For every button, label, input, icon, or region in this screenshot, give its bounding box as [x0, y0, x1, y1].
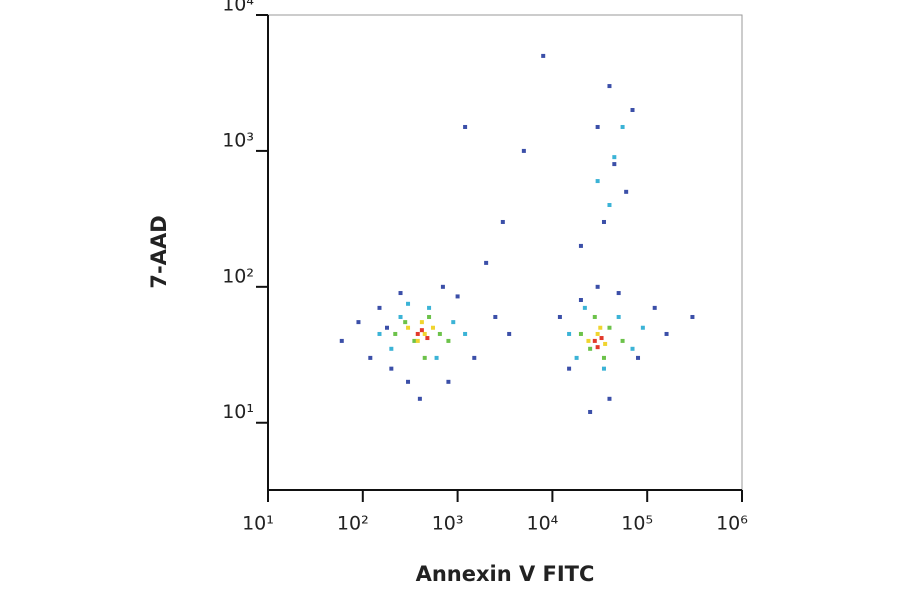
point — [406, 325, 411, 330]
point — [607, 396, 612, 401]
point — [451, 320, 456, 325]
point — [427, 314, 432, 319]
point — [415, 338, 420, 343]
point — [493, 314, 498, 319]
point — [578, 298, 583, 302]
point — [664, 331, 669, 336]
point — [624, 189, 629, 194]
point — [620, 124, 625, 129]
point — [567, 366, 572, 371]
point — [598, 325, 603, 330]
point — [592, 314, 597, 319]
point — [398, 314, 403, 319]
point — [389, 346, 394, 351]
point — [419, 328, 424, 333]
point — [339, 338, 344, 343]
point — [616, 291, 621, 296]
point — [612, 162, 617, 167]
y-tick-label: 10³ — [222, 129, 254, 151]
point — [500, 219, 505, 224]
point — [419, 320, 424, 325]
point — [417, 396, 422, 401]
x-tick-label: 10⁴ — [527, 513, 559, 535]
point — [607, 203, 612, 207]
point — [422, 331, 427, 336]
point — [389, 366, 394, 371]
point — [384, 325, 389, 330]
point — [455, 294, 460, 299]
x-tick-label: 10³ — [432, 513, 464, 535]
point — [588, 409, 593, 414]
point — [595, 284, 600, 289]
point — [521, 148, 526, 153]
point — [630, 346, 635, 351]
x-tick-label: 10⁶ — [716, 513, 748, 535]
point — [578, 243, 583, 248]
point — [592, 338, 597, 343]
point — [425, 336, 430, 341]
y-tick-label: 10² — [222, 265, 254, 287]
point — [463, 331, 468, 336]
point — [446, 338, 451, 343]
point — [422, 355, 427, 360]
point — [601, 219, 606, 224]
point — [427, 305, 432, 310]
point — [586, 338, 591, 343]
point — [446, 379, 451, 384]
point — [652, 305, 657, 310]
point — [541, 53, 546, 58]
point — [412, 338, 417, 343]
point — [415, 331, 420, 336]
point — [601, 366, 606, 371]
point — [607, 325, 612, 330]
point — [507, 331, 512, 336]
y-tick-label: 10¹ — [222, 401, 254, 423]
y-tick-label: 10⁴ — [222, 0, 254, 16]
point — [406, 379, 411, 384]
point — [630, 108, 635, 112]
point — [377, 331, 382, 336]
point — [595, 331, 600, 336]
point — [616, 314, 621, 319]
point — [567, 331, 572, 336]
plot-frame — [267, 14, 743, 491]
point — [463, 124, 468, 129]
point — [377, 305, 382, 310]
point — [640, 325, 645, 330]
point — [612, 155, 617, 160]
point — [595, 124, 600, 129]
point — [393, 331, 398, 336]
y-axis-title: 7-AAD — [147, 215, 171, 288]
point — [434, 355, 439, 360]
point — [603, 341, 608, 346]
x-axis-title: Annexin V FITC — [416, 562, 595, 586]
x-tick-label: 10¹ — [242, 513, 274, 535]
point — [599, 336, 604, 341]
x-tick-label: 10⁵ — [621, 513, 653, 535]
point — [620, 338, 625, 343]
point — [595, 179, 600, 184]
x-tick-label: 10² — [337, 513, 369, 535]
point — [484, 260, 489, 265]
point — [595, 345, 600, 350]
point — [440, 284, 445, 289]
point — [472, 355, 477, 360]
point — [690, 314, 695, 319]
point — [574, 355, 579, 360]
point — [607, 84, 612, 89]
point — [406, 301, 411, 306]
point — [437, 331, 442, 336]
point — [636, 355, 641, 360]
point — [578, 331, 583, 336]
point — [398, 291, 403, 296]
point — [368, 355, 373, 360]
point — [588, 346, 593, 351]
point — [403, 320, 408, 325]
point — [356, 320, 361, 325]
point — [557, 314, 562, 319]
point — [601, 355, 606, 360]
point — [430, 325, 435, 330]
point — [582, 305, 587, 310]
